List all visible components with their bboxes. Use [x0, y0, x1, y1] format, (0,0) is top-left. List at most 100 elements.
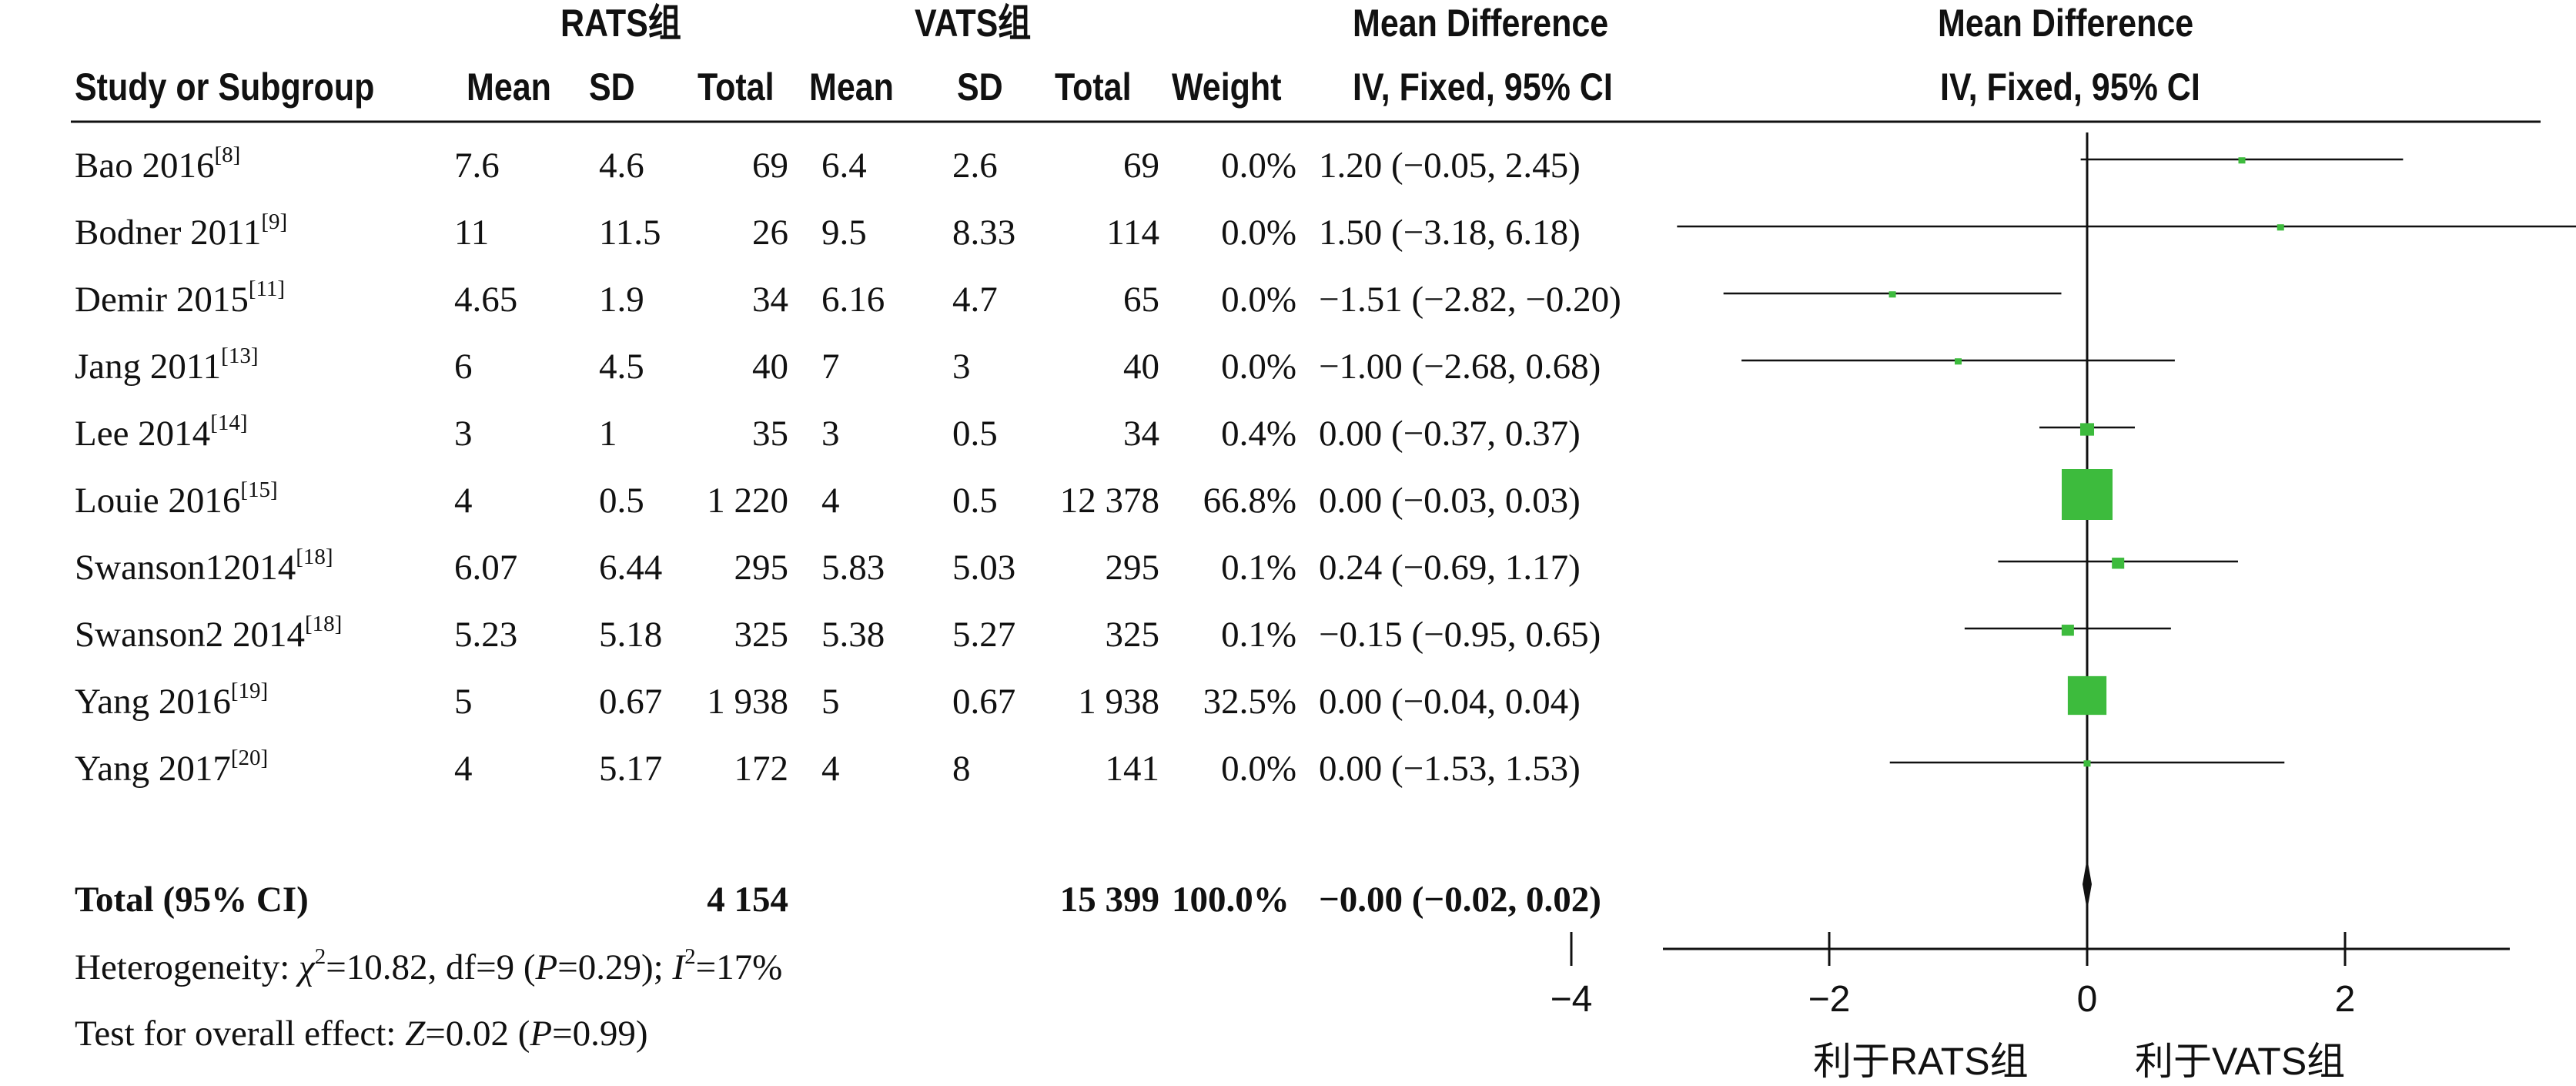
rats-mean: 4	[454, 749, 473, 789]
study-name-text: Demir 2015	[75, 280, 249, 320]
rats-total: 35	[752, 414, 788, 454]
vats-mean: 5	[821, 682, 840, 722]
study-ci: 0.00 (−0.04, 0.04)	[1319, 682, 1581, 722]
favours-left-label: 利于RATS组	[1813, 1040, 2029, 1083]
total-vats: 15 399	[1059, 880, 1159, 920]
study-marker	[1955, 358, 1962, 365]
rats-sd: 1	[599, 414, 617, 454]
rats-mean: 6	[454, 347, 473, 387]
study-weight: 0.0%	[1221, 347, 1296, 387]
rats-sd: 1.9	[599, 280, 644, 320]
col-sd1-header: SD	[589, 65, 635, 109]
vats-total: 34	[1123, 414, 1159, 454]
vats-sd: 2.6	[952, 146, 998, 186]
col-study-header: Study or Subgroup	[75, 65, 375, 109]
rats-total: 295	[734, 548, 789, 588]
vats-mean: 5.38	[821, 615, 885, 655]
rats-total: 69	[752, 146, 788, 186]
study-ref: [8]	[214, 142, 241, 167]
study-ref: [9]	[261, 209, 288, 234]
rats-sd: 4.5	[599, 347, 644, 387]
rats-mean: 6.07	[454, 548, 518, 588]
favours-right-label: 利于VATS组	[2135, 1040, 2346, 1083]
study-name: Jang 2011[13]	[75, 344, 259, 390]
col-plot-ci-header: IV, Fixed, 95% CI	[1940, 65, 2200, 109]
vats-sd: 0.67	[952, 682, 1016, 722]
study-ci: 0.00 (−0.03, 0.03)	[1319, 481, 1581, 521]
rats-total: 325	[734, 615, 789, 655]
col-ci-header: IV, Fixed, 95% CI	[1353, 65, 1613, 109]
study-name: Bao 2016[8]	[75, 142, 240, 189]
study-marker	[1889, 291, 1896, 298]
vats-total: 114	[1106, 213, 1159, 253]
vats-sd: 4.7	[952, 280, 998, 320]
vats-total: 65	[1123, 280, 1159, 320]
study-name: Yang 2017[20]	[75, 746, 268, 792]
study-name: Swanson12014[18]	[75, 545, 333, 591]
vats-mean: 5.83	[821, 548, 885, 588]
rats-sd: 6.44	[599, 548, 663, 588]
study-ref: [18]	[304, 612, 343, 636]
study-name: Yang 2016[19]	[75, 679, 268, 725]
rats-total: 34	[752, 280, 788, 320]
study-name: Swanson2 2014[18]	[75, 612, 342, 658]
study-ci: −1.00 (−2.68, 0.68)	[1319, 347, 1601, 387]
vats-total: 69	[1123, 146, 1159, 186]
vats-sd: 8.33	[952, 213, 1016, 253]
vats-sd: 8	[952, 749, 971, 789]
study-name-text: Bao 2016	[75, 146, 215, 186]
vats-mean: 6.16	[821, 280, 885, 320]
study-ci: 0.24 (−0.69, 1.17)	[1319, 548, 1581, 588]
rats-mean: 3	[454, 414, 473, 454]
heterogeneity-text: Heterogeneity: χ2=10.82, df=9 (P=0.29); …	[75, 944, 783, 988]
vats-total: 325	[1105, 615, 1160, 655]
study-name-text: Swanson12014	[75, 548, 296, 588]
study-marker	[2067, 675, 2107, 716]
study-name-text: Swanson2 2014	[75, 615, 305, 655]
vats-mean: 4	[821, 749, 840, 789]
study-marker	[2112, 558, 2125, 569]
rats-mean: 7.6	[454, 146, 500, 186]
rats-mean: 4	[454, 481, 473, 521]
study-marker	[2277, 224, 2284, 231]
study-weight: 66.8%	[1203, 481, 1296, 521]
rats-total: 26	[752, 213, 788, 253]
study-marker	[2238, 157, 2246, 164]
vats-sd: 3	[952, 347, 971, 387]
rats-mean: 11	[454, 213, 490, 253]
vats-sd: 0.5	[952, 414, 998, 454]
study-ci: −1.51 (−2.82, −0.20)	[1319, 280, 1621, 320]
study-ci: −0.15 (−0.95, 0.65)	[1319, 615, 1601, 655]
md-plot-title: Mean Difference	[1938, 2, 2194, 45]
col-sd2-header: SD	[957, 65, 1003, 109]
rats-sd: 0.67	[599, 682, 663, 722]
rats-total: 1 938	[707, 682, 788, 722]
overall-effect-text: Test for overall effect: Z=0.02 (P=0.99)	[75, 1014, 648, 1054]
study-ci: 1.20 (−0.05, 2.45)	[1319, 146, 1581, 186]
study-ref: [18]	[296, 545, 333, 569]
study-weight: 0.1%	[1221, 615, 1296, 655]
study-name: Lee 2014[14]	[75, 411, 248, 457]
study-name-text: Yang 2017	[75, 749, 231, 789]
vats-mean: 7	[821, 347, 840, 387]
study-ref: [20]	[230, 746, 269, 770]
group2-header: VATS组	[915, 2, 1032, 45]
rats-sd: 5.18	[599, 615, 663, 655]
vats-total: 1 938	[1078, 682, 1159, 722]
rats-mean: 4.65	[454, 280, 518, 320]
study-name-text: Bodner 2011	[75, 213, 262, 253]
study-weight: 0.0%	[1221, 146, 1296, 186]
vats-total: 141	[1105, 749, 1160, 789]
study-name-text: Louie 2016	[75, 481, 241, 521]
rats-mean: 5.23	[454, 615, 518, 655]
vats-sd: 5.03	[952, 548, 1016, 588]
study-ref: [15]	[240, 478, 278, 502]
x-tick-label: 2	[2335, 979, 2356, 1020]
study-name-text: Jang 2011	[75, 347, 222, 387]
vats-total: 40	[1123, 347, 1159, 387]
study-ref: [19]	[230, 679, 269, 703]
vats-sd: 0.5	[952, 481, 998, 521]
study-name: Demir 2015[11]	[75, 277, 285, 323]
vats-total: 12 378	[1059, 481, 1159, 521]
